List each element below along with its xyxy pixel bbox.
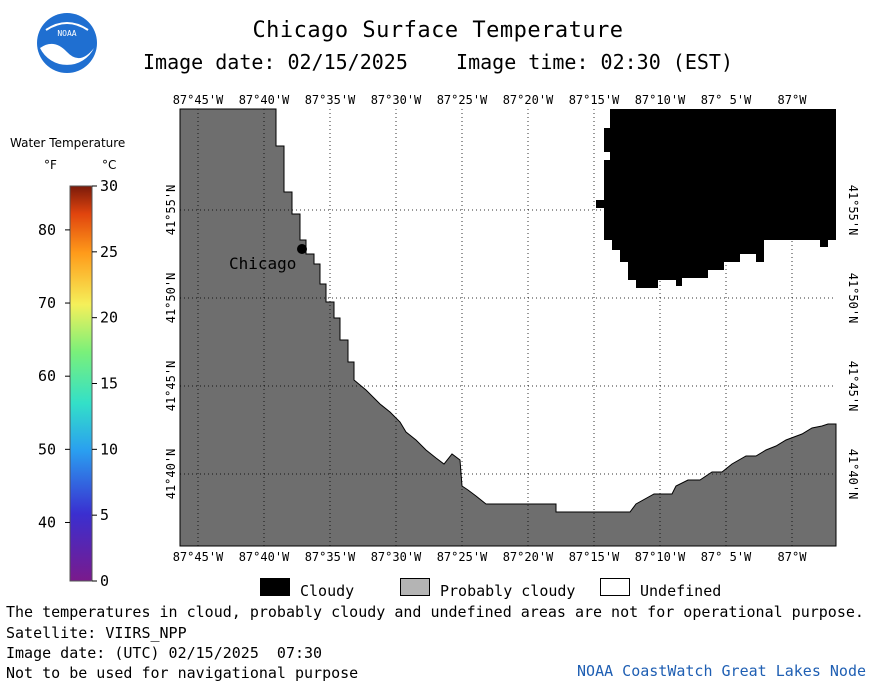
- lat-label-left: 41°50'N: [164, 273, 178, 324]
- colorbar-unit-c: °C: [102, 158, 117, 172]
- colorbar-tick-f: 80: [38, 221, 56, 239]
- colorbar-tick-c: 0: [100, 572, 109, 590]
- disclaimer-text: The temperatures in cloud, probably clou…: [6, 603, 864, 621]
- lat-label-left: 41°45'N: [164, 361, 178, 412]
- chicago-marker: [297, 244, 307, 254]
- colorbar-tick-f: 60: [38, 367, 56, 385]
- colorbar-tick-c: 25: [100, 243, 118, 261]
- legend-swatch-undefined: [600, 578, 630, 596]
- lon-label-top: 87°15'W: [569, 93, 620, 107]
- colorbar-tick-c: 20: [100, 309, 118, 327]
- lon-label-bottom: 87°40'W: [239, 550, 290, 564]
- lat-label-right: 41°40'N: [846, 449, 860, 500]
- lon-label-top: 87°10'W: [635, 93, 686, 107]
- lon-label-bottom: 87° 5'W: [701, 550, 752, 564]
- lon-label-top: 87°25'W: [437, 93, 488, 107]
- lon-label-top: 87°40'W: [239, 93, 290, 107]
- colorbar-tick-f: 50: [38, 440, 56, 458]
- legend-label-cloudy: Cloudy: [300, 582, 355, 600]
- colorbar-tick-c: 15: [100, 375, 118, 393]
- lon-label-top: 87°35'W: [305, 93, 356, 107]
- lon-label-top: 87°20'W: [503, 93, 554, 107]
- utc-date-text: Image date: (UTC) 02/15/2025 07:30: [6, 644, 323, 662]
- lat-label-right: 41°45'N: [846, 361, 860, 412]
- colorbar-tick-c: 10: [100, 440, 118, 458]
- legend-swatch-probably-cloudy: [400, 578, 430, 596]
- cloudy-area: [596, 109, 836, 288]
- lat-label-left: 41°40'N: [164, 449, 178, 500]
- lat-label-left: 41°55'N: [164, 185, 178, 236]
- land-area: [179, 108, 837, 547]
- noaa-logo: NOAA: [37, 13, 97, 73]
- lon-label-top: 87°W: [778, 93, 808, 107]
- lon-label-top: 87°30'W: [371, 93, 422, 107]
- noaa-logo-text: NOAA: [57, 29, 76, 38]
- legend-label-probably-cloudy: Probably cloudy: [440, 582, 576, 600]
- lon-label-bottom: 87°W: [778, 550, 808, 564]
- lon-label-bottom: 87°35'W: [305, 550, 356, 564]
- lon-label-bottom: 87°10'W: [635, 550, 686, 564]
- lon-label-bottom: 87°15'W: [569, 550, 620, 564]
- colorbar-tick-c: 5: [100, 506, 109, 524]
- colorbar-unit-f: °F: [44, 158, 57, 172]
- colorbar-title: Water Temperature: [10, 136, 126, 150]
- image-date-time: Image date: 02/15/2025 Image time: 02:30…: [142, 50, 733, 74]
- legend-label-undefined: Undefined: [640, 582, 722, 600]
- lon-label-bottom: 87°25'W: [437, 550, 488, 564]
- lon-label-bottom: 87°30'W: [371, 550, 422, 564]
- lon-label-top: 87°45'W: [173, 93, 224, 107]
- colorbar-tick-f: 70: [38, 294, 56, 312]
- credit-link[interactable]: NOAA CoastWatch Great Lakes Node: [577, 662, 866, 680]
- navigation-warning: Not to be used for navigational purpose: [6, 664, 359, 682]
- temperature-map: Chicago 87°45'W 87°40'W 87°35'W 87°30'W 87°2…: [164, 93, 860, 564]
- lon-label-bottom: 87°20'W: [503, 550, 554, 564]
- city-label-chicago: Chicago: [229, 254, 296, 273]
- lon-label-bottom: 87°45'W: [173, 550, 224, 564]
- lat-label-right: 41°55'N: [846, 185, 860, 236]
- lon-label-top: 87° 5'W: [701, 93, 752, 107]
- satellite-text: Satellite: VIIRS_NPP: [6, 624, 187, 642]
- lat-label-right: 41°50'N: [846, 273, 860, 324]
- colorbar-tick-c: 30: [100, 178, 118, 195]
- legend-swatch-cloudy: [260, 578, 290, 596]
- page-title: Chicago Surface Temperature: [252, 18, 624, 43]
- colorbar-tick-f: 40: [38, 513, 56, 531]
